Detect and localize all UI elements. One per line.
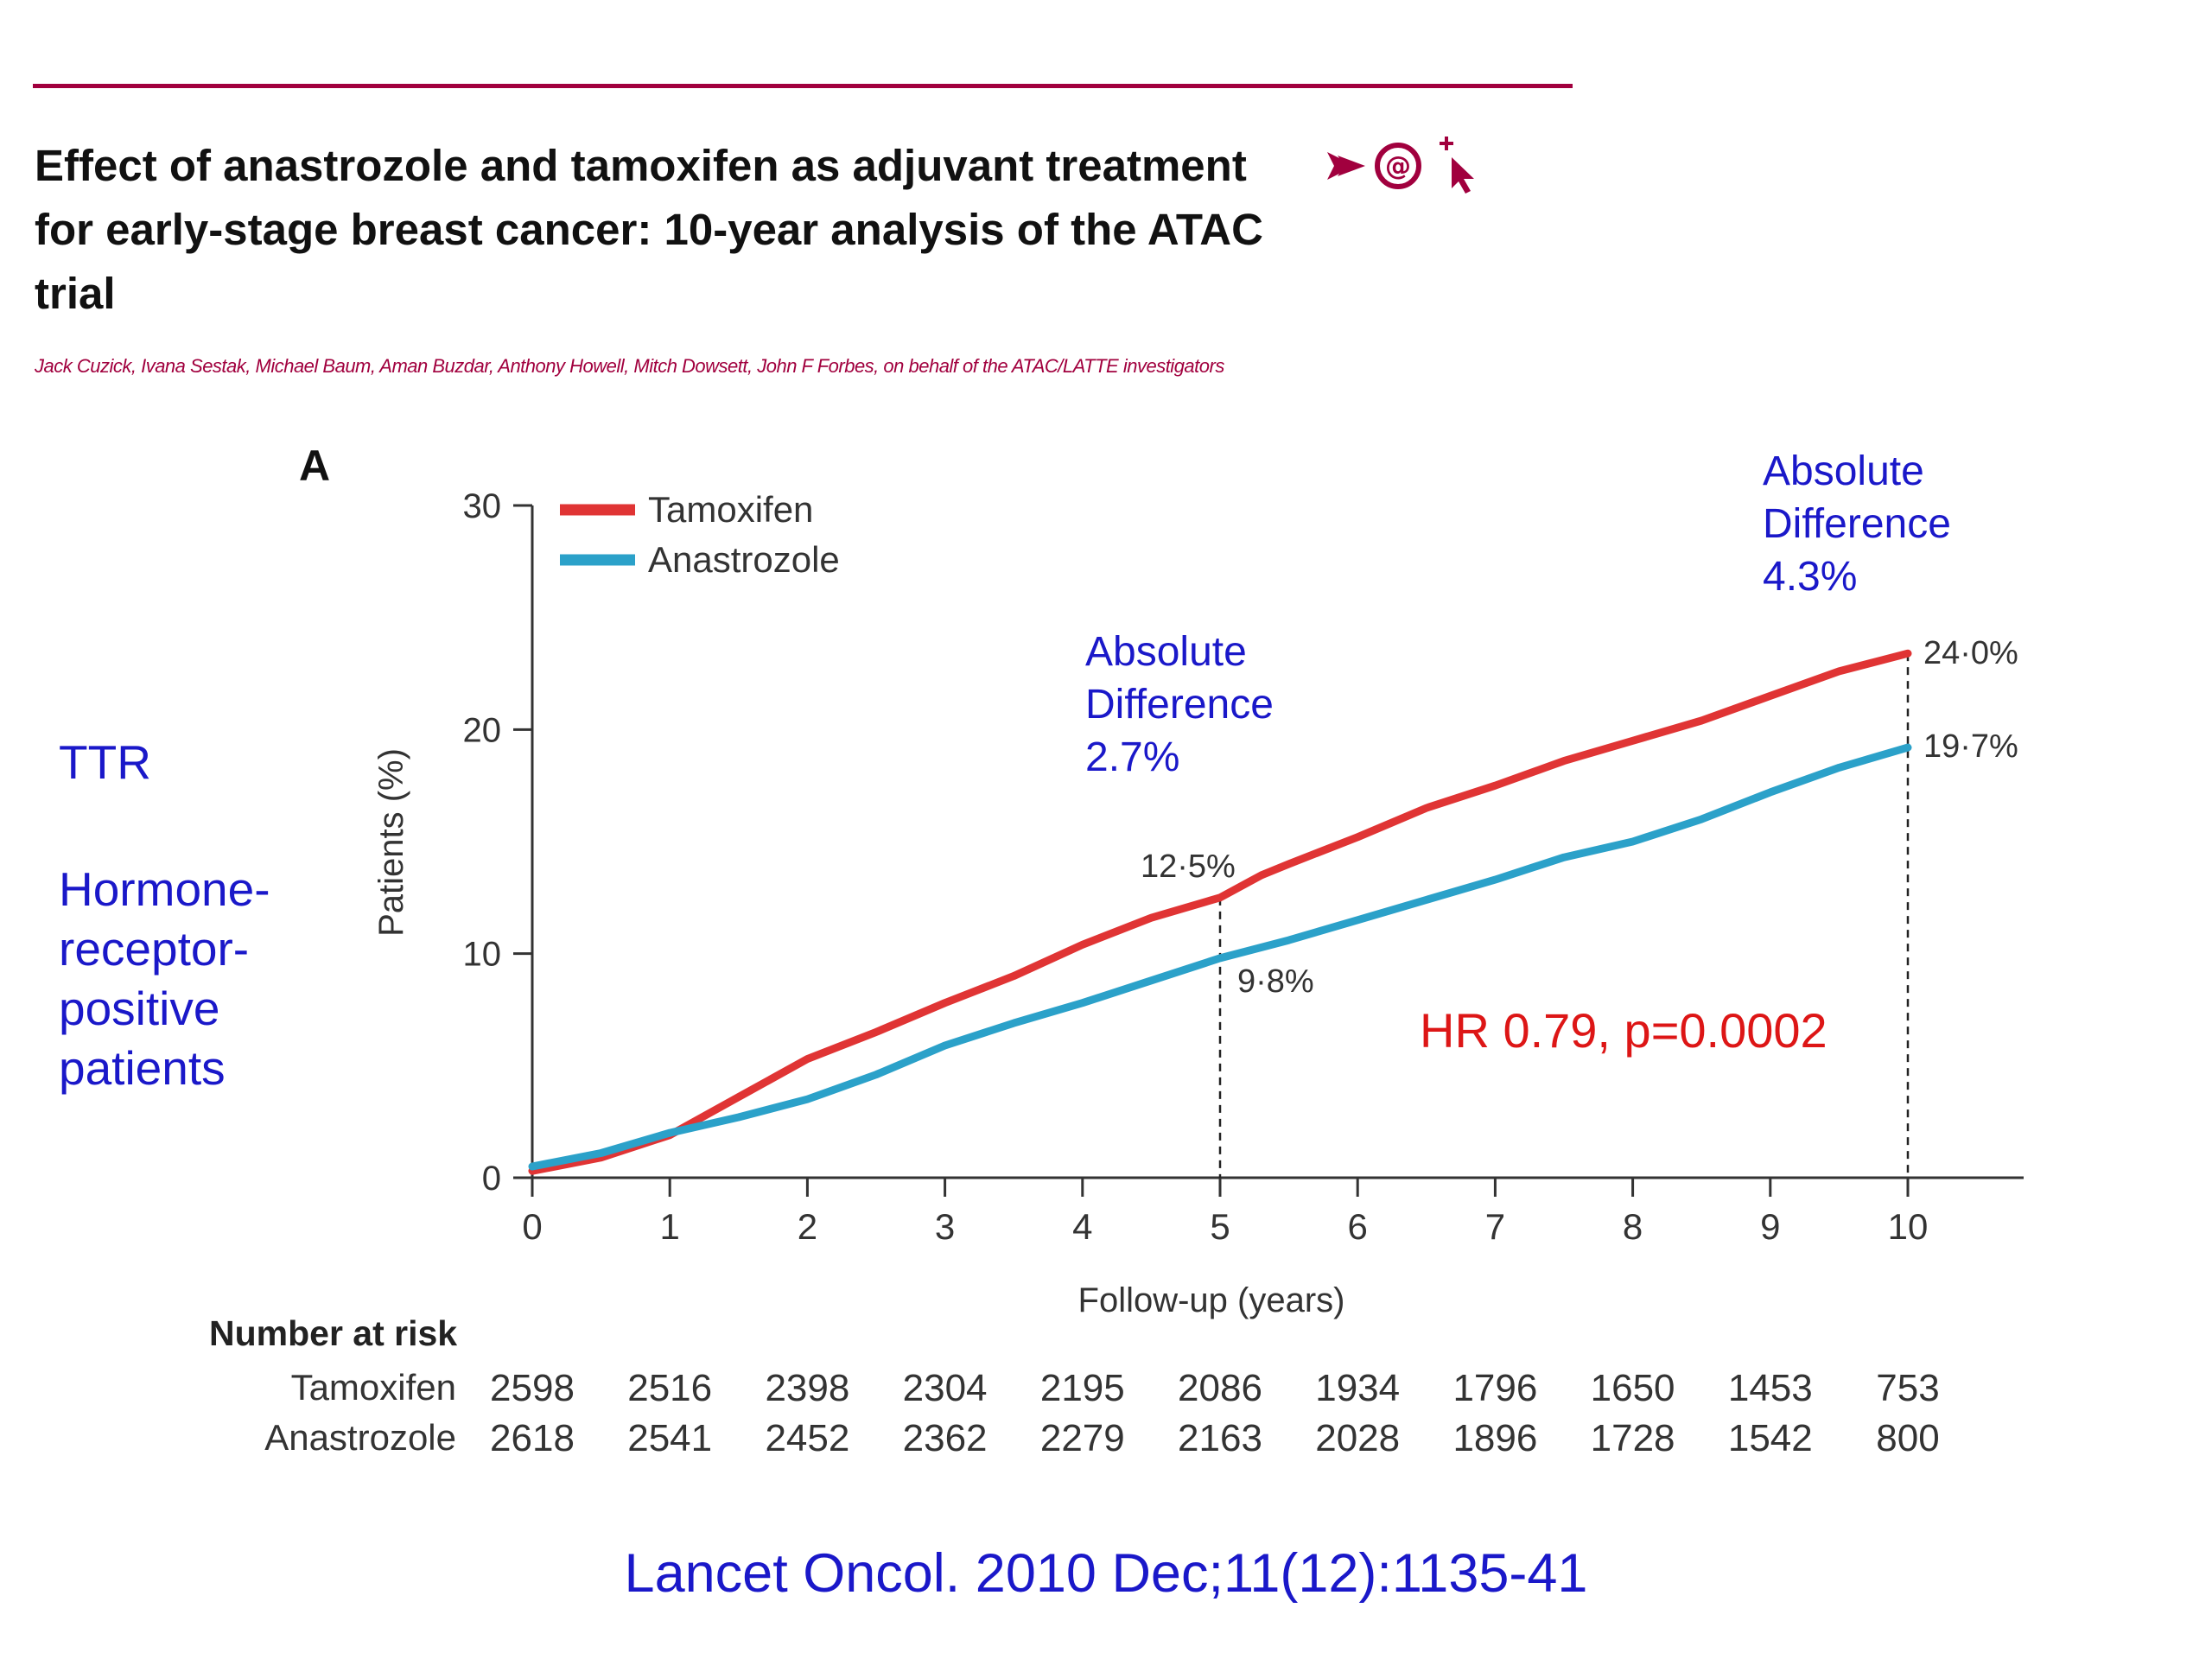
risk-cell: 2598 bbox=[490, 1367, 575, 1409]
risk-cell: 2398 bbox=[765, 1367, 850, 1409]
risk-cell: 2452 bbox=[765, 1417, 850, 1459]
x-axis-label: Follow-up (years) bbox=[1078, 1281, 1345, 1319]
risk-cell: 2618 bbox=[490, 1417, 575, 1459]
y-tick-label: 10 bbox=[463, 936, 502, 974]
risk-cell: 1896 bbox=[1452, 1417, 1538, 1459]
series-line-tamoxifen bbox=[528, 649, 1912, 1175]
annotation-anastrozole-5y: 9·8% bbox=[1237, 963, 1314, 1000]
panel-letter: A bbox=[299, 442, 331, 490]
risk-row-label: Anastrozole bbox=[264, 1417, 456, 1458]
risk-cell: 1934 bbox=[1315, 1367, 1401, 1409]
x-tick-label: 1 bbox=[660, 1206, 680, 1247]
population-label: Hormone-receptor-positive patients bbox=[59, 862, 270, 1095]
risk-cell: 2086 bbox=[1178, 1367, 1262, 1409]
x-tick-label: 6 bbox=[1348, 1206, 1368, 1247]
risk-cell: 2279 bbox=[1039, 1417, 1125, 1459]
risk-cell: 2163 bbox=[1178, 1417, 1262, 1459]
series-line-anastrozole bbox=[528, 743, 1912, 1171]
hazard-ratio-note: HR 0.79, p=0.0002 bbox=[1420, 1003, 1827, 1058]
risk-cell: 1453 bbox=[1727, 1367, 1813, 1409]
journal-logo: @ bbox=[1327, 137, 1474, 194]
paper-authors: Jack Cuzick, Ivana Sestak, Michael Baum,… bbox=[35, 355, 1224, 377]
x-tick-label: 8 bbox=[1623, 1206, 1643, 1247]
abs-diff-10y-note: Absolute Difference 4.3% bbox=[1763, 448, 1951, 600]
y-axis-label: Patients (%) bbox=[372, 748, 410, 937]
risk-cell: 1796 bbox=[1452, 1367, 1538, 1409]
citation: Lancet Oncol. 2010 Dec;11(12):1135-41 bbox=[624, 1543, 1588, 1604]
risk-row-label: Tamoxifen bbox=[290, 1367, 456, 1408]
risk-cell: 753 bbox=[1876, 1367, 1940, 1409]
y-tick-label: 20 bbox=[463, 711, 502, 749]
arrow-icon bbox=[1327, 152, 1365, 180]
risk-cell: 2028 bbox=[1315, 1417, 1401, 1459]
x-tick-label: 9 bbox=[1760, 1206, 1780, 1247]
annotation-tamoxifen-5y: 12·5% bbox=[1141, 849, 1236, 885]
svg-text:@: @ bbox=[1385, 151, 1411, 181]
x-tick-label: 4 bbox=[1072, 1206, 1092, 1247]
risk-cell: 1542 bbox=[1727, 1417, 1813, 1459]
annotation-anastrozole-10y: 19·7% bbox=[1923, 728, 2018, 765]
risk-cell: 2304 bbox=[902, 1367, 988, 1409]
x-tick-label: 3 bbox=[935, 1206, 955, 1247]
legend-label-tamoxifen: Tamoxifen bbox=[648, 489, 813, 530]
x-tick-label: 2 bbox=[798, 1206, 817, 1247]
x-tick-label: 7 bbox=[1485, 1206, 1505, 1247]
paper-title: Effect of anastrozole and tamoxifen as a… bbox=[35, 141, 1263, 318]
at-sign-icon: @ bbox=[1375, 143, 1421, 189]
legend-label-anastrozole: Anastrozole bbox=[648, 539, 840, 580]
abs-diff-5y-note: Absolute Difference 2.7% bbox=[1085, 629, 1274, 780]
annotation-tamoxifen-10y: 24·0% bbox=[1923, 635, 2018, 671]
risk-cell: 2195 bbox=[1039, 1367, 1125, 1409]
risk-cell: 800 bbox=[1876, 1417, 1940, 1459]
risk-cell: 2516 bbox=[627, 1367, 713, 1409]
risk-cell: 1650 bbox=[1590, 1367, 1675, 1409]
x-tick-label: 0 bbox=[522, 1206, 542, 1247]
risk-cell: 2362 bbox=[902, 1417, 988, 1459]
risk-cell: 1728 bbox=[1590, 1417, 1675, 1459]
y-tick-label: 30 bbox=[463, 487, 502, 525]
x-tick-label: 10 bbox=[1888, 1206, 1929, 1247]
header-rule bbox=[33, 84, 1573, 88]
x-tick-label: 5 bbox=[1210, 1206, 1230, 1247]
y-tick-label: 0 bbox=[482, 1160, 501, 1198]
ttr-label: TTR bbox=[59, 735, 151, 789]
risk-cell: 2541 bbox=[627, 1417, 713, 1459]
cursor-click-icon bbox=[1440, 137, 1474, 194]
number-at-risk-title: Number at risk bbox=[209, 1313, 458, 1353]
